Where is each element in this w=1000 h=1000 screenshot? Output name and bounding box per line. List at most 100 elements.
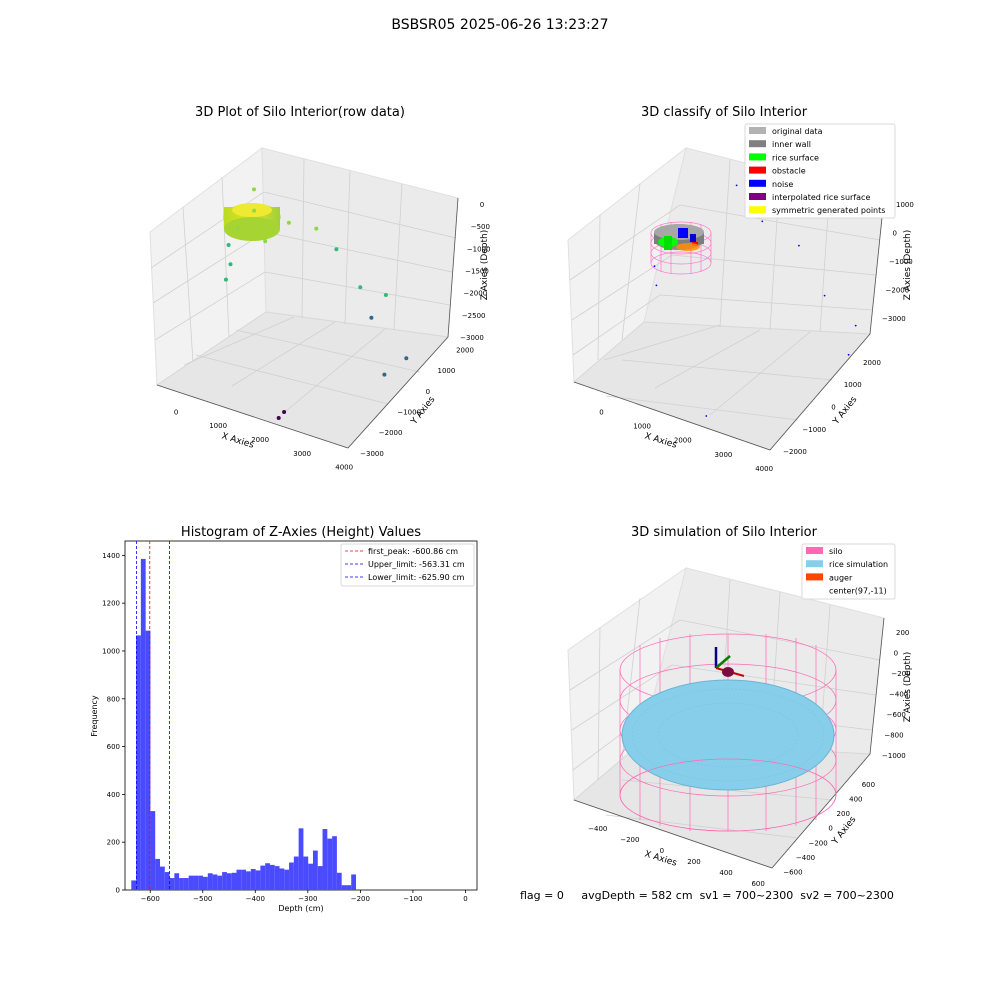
legend-swatch — [749, 179, 766, 187]
raw-data-point — [314, 226, 319, 231]
histogram-bar — [346, 885, 352, 890]
histogram-bar — [164, 872, 170, 890]
classify-tick-labels: 0 1000 2000 3000 4000 2000 1000 0 −1000 −2000 1000… — [599, 201, 914, 473]
raw-cluster — [223, 203, 281, 241]
histogram-bar — [303, 856, 309, 890]
y-tick-label: 1200 — [102, 600, 120, 608]
pane-back-right — [261, 147, 459, 338]
silo-wireframe-front — [619, 758, 837, 832]
histogram-bar — [183, 878, 189, 890]
histogram-bar — [174, 873, 180, 890]
y-tick-label: 0 — [828, 825, 832, 833]
legend-swatch — [806, 573, 823, 581]
x-tick-label: 2000 — [674, 437, 692, 445]
histogram-bar — [332, 836, 337, 890]
z-tick-label: −1000 — [882, 752, 906, 760]
legend-label: rice simulation — [829, 560, 888, 569]
noise-point — [655, 284, 658, 287]
histogram-tick-labels: −600 −500 −400 −300 −200 −100 0 0 200 400 600 800 10… — [102, 552, 468, 903]
histogram-bar — [231, 872, 237, 890]
raw-data-point — [235, 226, 240, 231]
legend-swatch — [749, 206, 766, 214]
legend-swatch — [749, 193, 766, 200]
histogram-bar — [336, 872, 342, 890]
y-tick-label: 2000 — [456, 347, 474, 355]
z-tick-label: 200 — [896, 629, 909, 637]
histogram-bar — [207, 873, 213, 890]
histogram-bar — [236, 869, 242, 890]
flag-readout: flag = 0 — [520, 889, 564, 902]
legend-label: Lower_limit: -625.90 cm — [368, 573, 465, 582]
grid-lines — [569, 159, 881, 421]
x-tick-label: −300 — [298, 895, 317, 903]
z-tick-label: −800 — [884, 732, 903, 740]
z-tick-label: 0 — [480, 201, 484, 209]
histogram-y-axis-label: Frequency — [90, 695, 99, 737]
z-tick-label: 0 — [894, 650, 898, 658]
legend-label: center(97,-11) — [829, 587, 887, 596]
x-tick-label: −100 — [403, 895, 422, 903]
z-tick-label: 1000 — [896, 201, 914, 209]
histogram-bar — [298, 828, 304, 890]
histogram-legend: first_peak: -600.86 cm Upper_limit: -563.… — [340, 543, 475, 587]
legend-frame — [801, 543, 896, 600]
histogram-bar — [155, 858, 160, 890]
y-tick-label: −200 — [808, 839, 827, 847]
histogram-bar — [188, 875, 194, 890]
x-tick-label: 600 — [751, 880, 764, 888]
y-tick-label: 800 — [107, 695, 120, 703]
depth-histogram: Histogram of Z-Axies (Height) Values −60… — [90, 525, 478, 913]
z-tick-label: −400 — [889, 691, 908, 699]
histogram-bar — [193, 875, 199, 890]
legend-frame — [340, 543, 475, 587]
histogram-bar — [327, 838, 333, 890]
raw-data-point — [286, 220, 291, 225]
histogram-bar — [260, 865, 266, 890]
y-tick-label: 0 — [831, 404, 835, 412]
histogram-bar — [250, 868, 256, 890]
histogram-bar — [351, 874, 357, 890]
z-tick-label: −200 — [891, 670, 910, 678]
z-tick-label: −2000 — [463, 290, 487, 298]
raw-data-point — [369, 315, 374, 320]
y-tick-label: 1000 — [437, 367, 455, 375]
y-tick-label: −3000 — [360, 450, 384, 458]
status-line: flag = 0 avgDepth = 582 cm sv1 = 700~230… — [520, 889, 894, 902]
histogram-bars — [131, 558, 357, 890]
raw-plot-title: 3D Plot of Silo Interior(row data) — [195, 105, 405, 120]
raw-data-point — [282, 410, 287, 414]
y-tick-label: −400 — [796, 854, 815, 862]
legend-frame — [744, 123, 896, 219]
y-tick-label: 400 — [107, 791, 120, 799]
simulation-tick-labels: −400−20002004006006004002000−200−400−600… — [588, 629, 910, 888]
histogram-bar — [293, 856, 299, 890]
legend-swatch — [749, 166, 766, 174]
histogram-bar — [179, 878, 184, 890]
histogram-bar — [198, 875, 204, 890]
raw-data-point — [358, 285, 363, 290]
histogram-bar — [222, 872, 227, 890]
legend-label: obstacle — [772, 167, 806, 176]
histogram-bar — [169, 878, 175, 890]
rice-simulation-surface — [621, 679, 835, 791]
raw-data-point — [228, 262, 233, 267]
simulation-3d-plot: 3D simulation of Silo Interior — [567, 525, 913, 888]
x-tick-label: 1000 — [209, 422, 227, 430]
axis-lines — [156, 197, 459, 449]
raw-data-point — [226, 243, 231, 247]
raw-sparse-points — [223, 187, 409, 420]
grid-lines — [150, 158, 457, 412]
sv2-readout: sv2 = 700~2300 — [800, 889, 894, 902]
raw-cluster-ring — [224, 217, 280, 241]
x-tick-label: −200 — [351, 895, 370, 903]
classify-noise-block — [678, 228, 696, 242]
x-tick-label: −200 — [620, 836, 639, 844]
x-tick-label: 0 — [599, 409, 603, 417]
histogram-bar — [279, 868, 285, 890]
axis-lines — [573, 617, 885, 869]
raw-x-axis-label: X Axies — [220, 431, 255, 450]
histogram-bar — [145, 630, 151, 890]
z-tick-label: −1500 — [465, 268, 489, 276]
histogram-bar — [265, 863, 270, 890]
histogram-bar — [308, 863, 313, 890]
